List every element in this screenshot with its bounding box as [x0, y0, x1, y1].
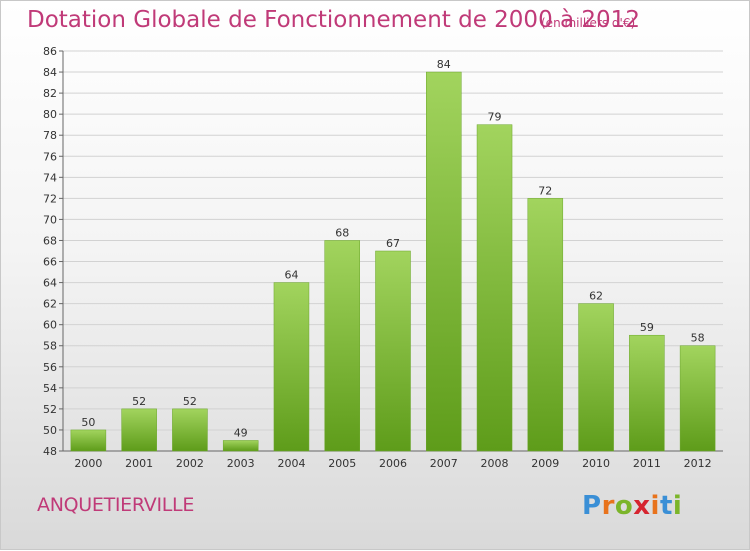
bar-2009[interactable]: [527, 198, 564, 452]
x-tick-label: 2005: [328, 457, 356, 470]
y-tick-label: 82: [43, 87, 57, 100]
y-tick-label: 84: [43, 66, 57, 79]
logo-letter: i: [672, 491, 683, 521]
logo-letter: P: [582, 491, 602, 521]
bar-2006[interactable]: [375, 250, 411, 452]
y-tick-label: 68: [43, 234, 57, 247]
bar-2001[interactable]: [121, 408, 157, 452]
y-tick-label: 74: [43, 171, 57, 184]
data-label: 59: [640, 321, 654, 334]
data-label: 52: [132, 395, 146, 408]
x-tick-label: 2010: [582, 457, 610, 470]
x-tick-label: 2009: [531, 457, 559, 470]
x-tick-label: 2006: [379, 457, 407, 470]
logo-letter: o: [614, 491, 634, 521]
bar-2012[interactable]: [679, 345, 716, 452]
logo-letter: t: [659, 491, 673, 521]
logo-letter: x: [633, 491, 651, 521]
bar-2008[interactable]: [476, 124, 513, 452]
y-tick-label: 54: [43, 382, 57, 395]
x-tick-label: 2002: [176, 457, 204, 470]
y-tick-label: 58: [43, 340, 57, 353]
bar-2005[interactable]: [324, 240, 360, 452]
data-label: 49: [234, 426, 248, 439]
y-tick-label: 64: [43, 277, 57, 290]
x-tick-label: 2001: [125, 457, 153, 470]
y-tick-label: 48: [43, 445, 57, 458]
x-tick-label: 2000: [74, 457, 102, 470]
chart-title: Dotation Globale de Fonctionnement de 20…: [27, 7, 640, 33]
bar-2003[interactable]: [222, 440, 259, 452]
x-tick-label: 2008: [481, 457, 509, 470]
bar-2000[interactable]: [70, 429, 107, 452]
data-label: 58: [691, 332, 705, 345]
data-label: 68: [335, 226, 349, 239]
proxiti-logo[interactable]: Proxiti: [582, 491, 682, 521]
bar-2010[interactable]: [578, 303, 614, 452]
y-tick-label: 62: [43, 298, 57, 311]
y-tick-label: 70: [43, 213, 57, 226]
data-label: 62: [589, 290, 603, 303]
x-tick-label: 2007: [430, 457, 458, 470]
data-label: 67: [386, 237, 400, 250]
y-tick-label: 60: [43, 319, 57, 332]
data-label: 72: [538, 184, 552, 197]
x-tick-label: 2004: [277, 457, 305, 470]
x-tick-label: 2012: [684, 457, 712, 470]
y-tick-label: 56: [43, 361, 57, 374]
y-tick-label: 80: [43, 108, 57, 121]
data-label: 79: [488, 111, 502, 124]
y-tick-label: 86: [43, 45, 57, 58]
bar-2011[interactable]: [629, 334, 665, 452]
logo-letter: i: [650, 491, 660, 521]
y-tick-label: 72: [43, 192, 57, 205]
y-tick-label: 78: [43, 129, 57, 142]
y-tick-label: 50: [43, 424, 57, 437]
x-tick-label: 2003: [227, 457, 255, 470]
bar-2002[interactable]: [172, 408, 208, 452]
y-tick-label: 76: [43, 150, 57, 163]
data-label: 64: [284, 269, 298, 282]
commune-name: ANQUETIERVILLE: [37, 494, 195, 516]
data-label: 52: [183, 395, 197, 408]
bar-2004[interactable]: [273, 282, 310, 452]
y-tick-label: 52: [43, 403, 57, 416]
data-label: 50: [81, 416, 95, 429]
data-label: 84: [437, 58, 451, 71]
bar-2007[interactable]: [426, 71, 462, 452]
x-tick-label: 2011: [633, 457, 661, 470]
logo-letter: r: [601, 491, 615, 521]
y-tick-label: 66: [43, 256, 57, 269]
unit-note: (en milliers d'€): [541, 16, 636, 30]
